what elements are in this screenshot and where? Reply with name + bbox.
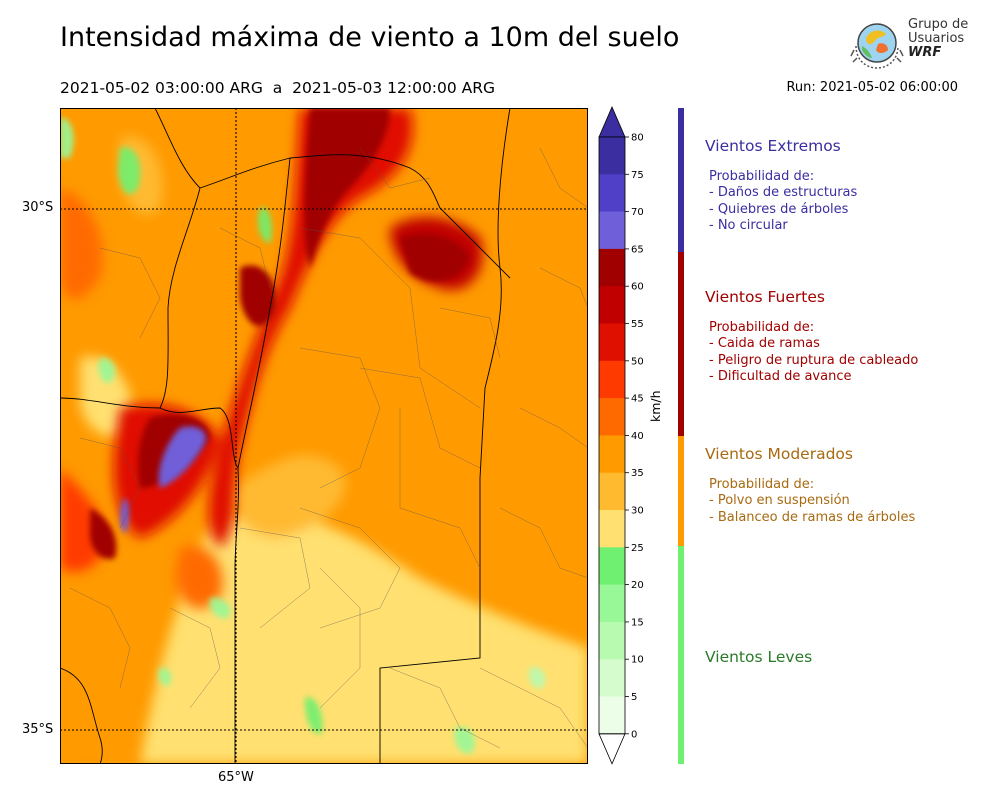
category-title: Vientos Leves (705, 648, 813, 666)
colorbar-segments (598, 105, 626, 765)
colorbar-extend-bottom (598, 733, 626, 765)
colorbar-segment (599, 547, 625, 585)
category-bar (678, 252, 684, 436)
colorbar-segment (599, 211, 625, 250)
category-vientos-moderados: Vientos Moderados Probabilidad de: - Pol… (705, 446, 915, 526)
colorbar-label: km/h (648, 390, 663, 422)
category-vientos-leves: Vientos Leves (705, 649, 812, 680)
colorbar-segment (599, 248, 625, 287)
colorbar-tick-label: 55 (631, 319, 644, 330)
colorbar-segment (599, 398, 625, 436)
category-title: Vientos Extremos (705, 137, 841, 155)
colorbar-tick-label: 10 (631, 655, 644, 666)
logo-line1: Grupo de (908, 17, 969, 32)
colorbar-tick-label: 75 (631, 170, 644, 181)
map-frame (60, 108, 588, 764)
lat-label-30s: 30°S (22, 200, 54, 215)
chart-title: Intensidad máxima de viento a 10m del su… (60, 22, 680, 53)
colorbar-tick-label: 25 (631, 543, 644, 554)
category-line: - Polvo en suspensión (709, 493, 850, 508)
category-line: Probabilidad de: (709, 319, 815, 335)
colorbar-tick-label: 15 (631, 617, 644, 628)
colorbar-tick-label: 60 (631, 282, 644, 293)
colorbar-segment (599, 696, 625, 735)
category-line: - Peligro de ruptura de cableado (709, 352, 919, 368)
category-line: - Quiebres de árboles (709, 201, 849, 217)
department-boundaries (69, 147, 588, 749)
colorbar-segment (599, 286, 625, 324)
colorbar-tick-label: 80 (631, 133, 644, 144)
colorbar-segment (599, 137, 625, 175)
category-line: - Dificultad de avance (709, 369, 852, 384)
category-line: - Daños de estructuras (709, 185, 858, 200)
colorbar-tick-label: 70 (631, 207, 644, 218)
colorbar-extend-top (598, 105, 626, 138)
colorbar-tick-label: 5 (631, 692, 637, 703)
category-vientos-fuertes: Vientos Fuertes Probabilidad de: - Caida… (705, 289, 918, 386)
colorbar-segment (599, 360, 625, 399)
lat-label-35s: 35°S (22, 722, 54, 737)
graticule (60, 108, 588, 764)
lon-label-65w: 65°W (218, 770, 254, 785)
colorbar-tick-label: 20 (631, 580, 644, 591)
globe-icon (850, 23, 904, 69)
colorbar-segment (599, 323, 625, 362)
grupo-usuarios-wrf-logo: Grupo de Usuarios WRF (848, 16, 970, 74)
wind-field (60, 108, 588, 764)
category-vientos-extremos: Vientos Extremos Probabilidad de: - Daño… (705, 138, 857, 235)
colorbar-segment (599, 659, 625, 697)
category-line: Probabilidad de: (709, 168, 815, 184)
category-line: - Balanceo de ramas de árboles (709, 509, 916, 525)
logo-line3: WRF (908, 45, 942, 60)
category-bar (678, 546, 684, 764)
category-line: - Caida de ramas (709, 336, 820, 351)
colorbar-tick-label: 35 (631, 468, 644, 479)
colorbar-tick-label: 30 (631, 506, 644, 517)
colorbar-segment (599, 584, 625, 623)
wind-speed-map (60, 108, 588, 764)
colorbar-segment (599, 435, 625, 474)
colorbar-tick-label: 45 (631, 394, 644, 405)
colorbar-segment (599, 472, 625, 511)
category-title: Vientos Fuertes (705, 288, 825, 306)
category-title: Vientos Moderados (705, 445, 853, 463)
logo-line2: Usuarios (908, 31, 965, 46)
colorbar-tick-label: 50 (631, 356, 644, 367)
colorbar-tick-label: 40 (631, 431, 644, 442)
colorbar-segment (599, 621, 625, 660)
category-line: Probabilidad de: (709, 476, 815, 492)
category-bar (678, 108, 684, 252)
colorbar-segment (599, 174, 625, 212)
run-time: Run: 2021-05-02 06:00:00 (786, 80, 958, 95)
province-boundaries (60, 108, 511, 764)
colorbar-segment (599, 510, 625, 548)
colorbar-tick-label: 65 (631, 244, 644, 255)
category-bar (678, 436, 684, 546)
valid-period: 2021-05-02 03:00:00 ARG a 2021-05-03 12:… (60, 79, 496, 97)
category-line: - No circular (709, 218, 788, 233)
colorbar-tick-label: 0 (631, 729, 637, 740)
